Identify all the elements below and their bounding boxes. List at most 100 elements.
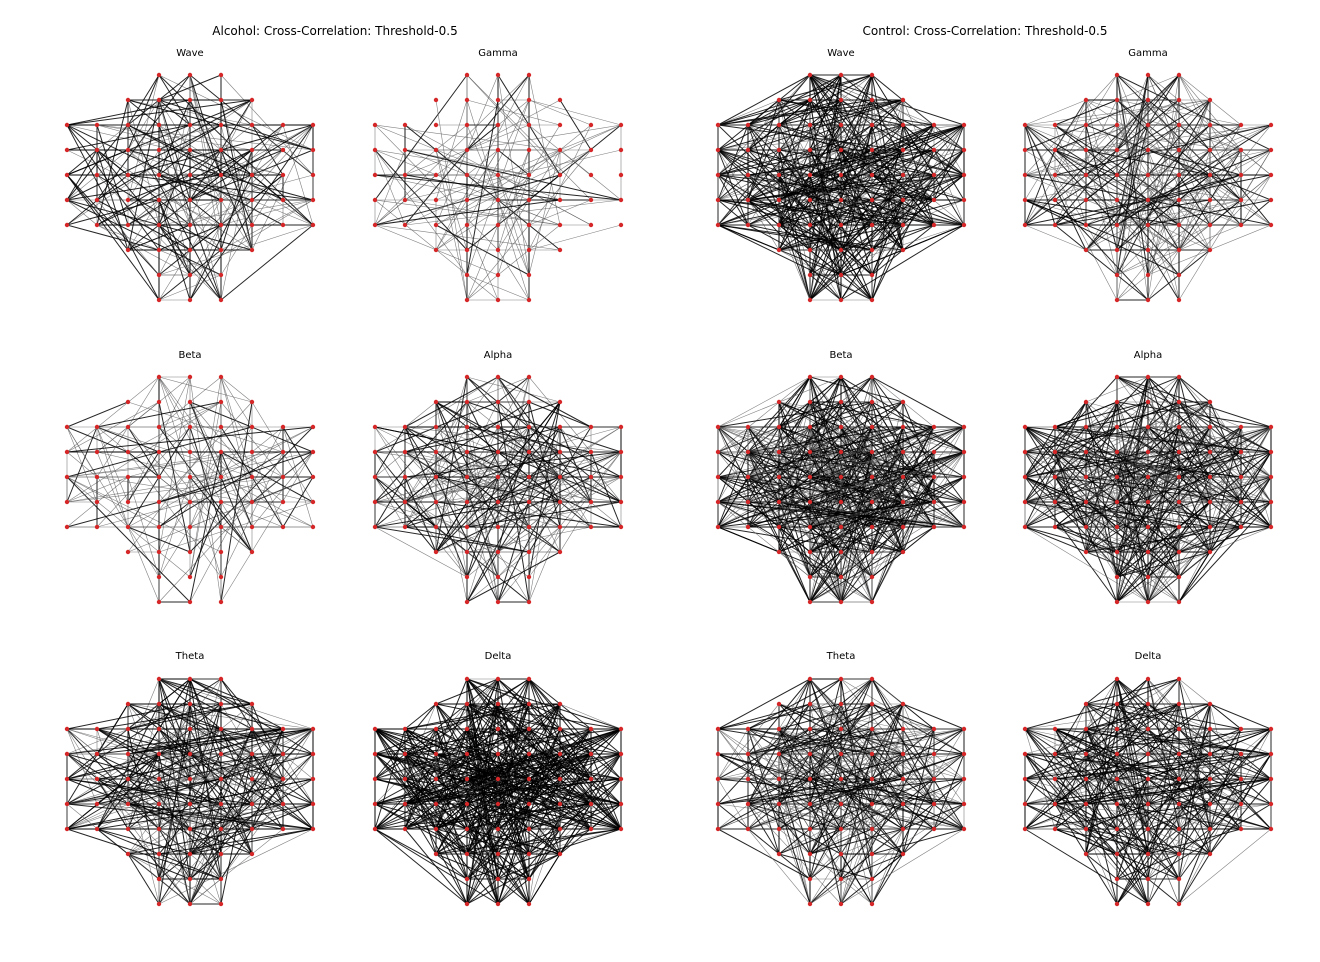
edge	[778, 224, 904, 251]
edge	[374, 803, 468, 830]
edge	[220, 728, 314, 755]
electrode-node	[125, 147, 131, 153]
electrode-node	[125, 499, 131, 505]
electrode-node	[218, 726, 224, 732]
edge	[1085, 376, 1149, 403]
node-layer-control-alpha	[1022, 374, 1274, 605]
edge	[1085, 124, 1272, 151]
edge	[717, 74, 811, 126]
electrode-node	[156, 399, 162, 405]
electrode-node	[618, 474, 624, 480]
edge	[1116, 451, 1211, 578]
electrode-node	[402, 826, 408, 832]
electrode-node	[838, 524, 844, 530]
electrode-node	[526, 751, 532, 757]
electrode-node	[1238, 222, 1244, 228]
edge	[220, 376, 253, 403]
electrode-node	[1052, 147, 1058, 153]
electrode-node	[1207, 122, 1213, 128]
electrode-node	[218, 197, 224, 203]
electrode-node	[464, 297, 470, 303]
electrode-node	[187, 374, 193, 380]
electrode-node	[588, 751, 594, 757]
edge	[809, 401, 904, 428]
electrode-node	[869, 449, 875, 455]
electrode-node	[187, 247, 193, 253]
edge	[374, 174, 499, 201]
electrode-node	[900, 399, 906, 405]
electrode-node	[372, 826, 378, 832]
edge	[747, 728, 904, 755]
edge	[809, 501, 935, 528]
electrode-node	[125, 222, 131, 228]
edge	[717, 224, 873, 301]
panel-title-alcohol-alpha: Alpha	[484, 350, 512, 361]
electrode-node	[187, 122, 193, 128]
electrode-node	[495, 599, 501, 605]
electrode-node	[745, 474, 751, 480]
edge	[717, 501, 935, 528]
edge	[1178, 501, 1272, 603]
edge	[747, 728, 935, 755]
electrode-node	[64, 222, 70, 228]
edge	[435, 828, 622, 855]
electrode-node	[1238, 147, 1244, 153]
edge	[1054, 476, 1087, 503]
edge	[374, 828, 468, 880]
electrode-node	[715, 197, 721, 203]
edge	[747, 426, 904, 453]
edge	[1085, 526, 1211, 553]
electrode-node	[1145, 499, 1151, 505]
edge	[717, 703, 842, 730]
electrode-node	[776, 449, 782, 455]
electrode-node	[372, 726, 378, 732]
electrode-node	[807, 574, 813, 580]
electrode-node	[464, 851, 470, 857]
electrode-node	[310, 524, 316, 530]
electrode-node	[495, 399, 501, 405]
edge	[1085, 526, 1242, 553]
edge	[404, 703, 530, 730]
electrode-node	[961, 474, 967, 480]
edge	[497, 526, 530, 553]
edge	[282, 753, 314, 780]
electrode-node	[433, 97, 439, 103]
electrode-node	[495, 97, 501, 103]
electrode-node	[1083, 474, 1089, 480]
electrode-node	[156, 474, 162, 480]
electrode-node	[1238, 122, 1244, 128]
electrode-node	[838, 549, 844, 555]
edge	[404, 778, 622, 805]
electrode-node	[280, 222, 286, 228]
edge	[66, 803, 222, 830]
electrode-node	[1145, 197, 1151, 203]
edge	[435, 803, 468, 830]
electrode-node	[1176, 399, 1182, 405]
edge	[528, 199, 592, 226]
electrode-node	[156, 826, 162, 832]
electrode-node	[1268, 524, 1274, 530]
electrode-node	[187, 701, 193, 707]
edge	[840, 249, 904, 276]
electrode-node	[218, 499, 224, 505]
electrode-node	[931, 172, 937, 178]
electrode-node	[433, 172, 439, 178]
edge	[158, 426, 314, 503]
electrode-node	[526, 122, 532, 128]
electrode-node	[745, 524, 751, 530]
electrode-node	[310, 499, 316, 505]
edge	[590, 753, 622, 780]
edge	[1209, 199, 1242, 226]
electrode-node	[526, 499, 532, 505]
edge	[1178, 526, 1272, 553]
electrode-node	[557, 147, 563, 153]
electrode-node	[187, 147, 193, 153]
electrode-node	[807, 122, 813, 128]
electrode-node	[1176, 147, 1182, 153]
electrode-node	[433, 751, 439, 757]
electrode-node	[156, 701, 162, 707]
electrode-node	[187, 776, 193, 782]
electrode-node	[1114, 474, 1120, 480]
edge	[809, 426, 935, 453]
electrode-node	[156, 524, 162, 530]
